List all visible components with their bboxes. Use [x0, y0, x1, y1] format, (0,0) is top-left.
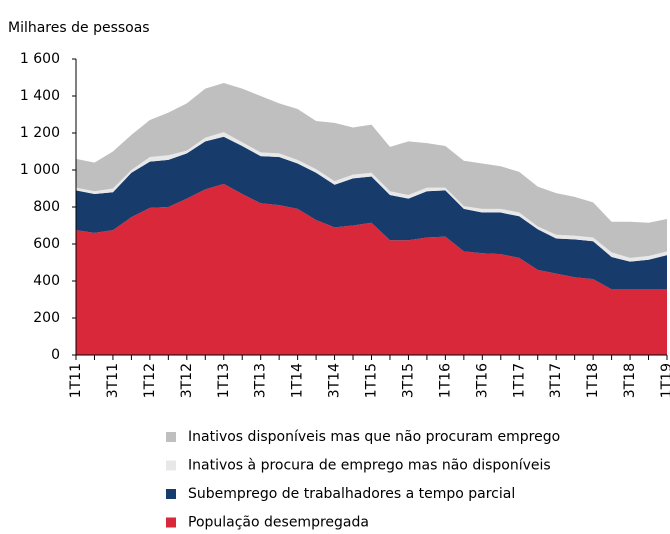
area	[76, 183, 667, 355]
y-tick-label: 200	[33, 310, 60, 326]
x-tick-label: 1T16	[437, 363, 453, 398]
legend-swatch	[166, 489, 176, 499]
x-tick-label: 3T12	[179, 363, 195, 398]
x-tick-label: 1T14	[290, 363, 306, 398]
legend-swatch	[166, 517, 176, 528]
y-tick-label: 600	[33, 236, 60, 252]
x-tick-label: 3T13	[253, 363, 269, 398]
y-tick-label: 0	[51, 347, 60, 363]
x-tick-label: 1T12	[142, 363, 158, 398]
x-tick-label: 1T15	[364, 363, 380, 398]
x-tick-label: 3T15	[400, 363, 416, 398]
y-tick-label: 800	[33, 199, 60, 215]
area	[76, 136, 667, 290]
legend-swatch	[166, 460, 176, 471]
y-tick-label: 1 200	[20, 125, 60, 141]
x-tick-label: 3T14	[327, 363, 343, 398]
x-tick-label: 1T11	[68, 363, 84, 398]
x-tick-label: 1T13	[216, 363, 232, 398]
x-tick-label: 3T17	[548, 363, 564, 398]
y-tick-label: 400	[33, 273, 60, 289]
legend-label: População desempregada	[188, 515, 369, 531]
y-tick-label: 1 000	[20, 162, 60, 178]
legend-label: Inativos à procura de emprego mas não di…	[188, 458, 551, 474]
x-tick-label: 3T18	[622, 363, 638, 398]
legend-label: Inativos disponíveis mas que não procura…	[188, 429, 560, 445]
x-tick-label: 1T19	[659, 363, 670, 398]
y-tick-label: 1 600	[20, 51, 60, 67]
x-tick-label: 3T11	[105, 363, 121, 398]
x-tick-label: 1T17	[511, 363, 527, 398]
legend-swatch	[166, 432, 176, 442]
legend-label: Subemprego de trabalhadores a tempo parc…	[188, 486, 515, 502]
y-tick-label: 1 400	[20, 88, 60, 104]
area	[76, 83, 667, 258]
y-axis-title: Milhares de pessoas	[8, 20, 150, 36]
x-tick-label: 3T16	[474, 363, 490, 398]
x-tick-label: 1T18	[585, 363, 601, 398]
